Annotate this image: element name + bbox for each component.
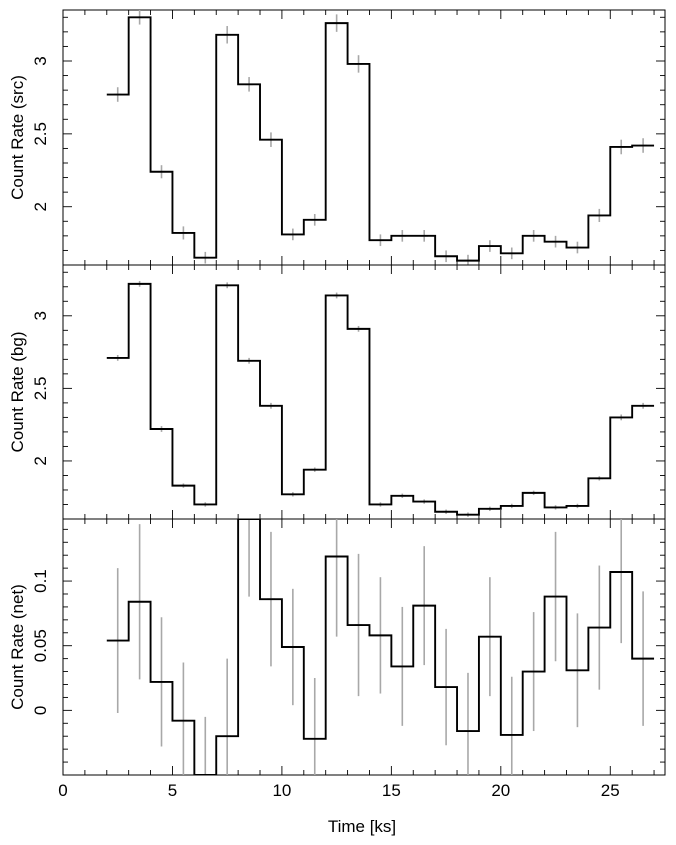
x-tick-label: 5 xyxy=(168,781,177,800)
y-tick-label: 0.1 xyxy=(31,569,50,593)
panel-frame-net xyxy=(62,518,666,776)
y-axis-label-src: Count Rate (src) xyxy=(8,75,27,200)
x-tick-label: 0 xyxy=(58,781,67,800)
y-tick-label: 0.05 xyxy=(31,629,50,662)
y-tick-label: 2 xyxy=(31,456,50,465)
y-tick-label: 2.5 xyxy=(31,122,50,146)
panel-src: 2 2.5 3 Count Rate (src) xyxy=(8,9,666,266)
y-tick-label: 2 xyxy=(31,202,50,211)
step-line-net xyxy=(106,519,655,775)
x-tick-label: 15 xyxy=(382,781,401,800)
y-axis-label-net: Count Rate (net) xyxy=(8,584,27,710)
y-tick-label: 2.5 xyxy=(31,377,50,401)
y-tick-label: 3 xyxy=(31,56,50,65)
y-tick-label: 0 xyxy=(31,706,50,715)
x-tick-label: 25 xyxy=(601,781,620,800)
series-bg xyxy=(106,280,655,517)
series-net xyxy=(106,519,655,775)
y-tick-label: 3 xyxy=(31,311,50,320)
x-tick-label: 10 xyxy=(272,781,291,800)
y-axis-label-bg: Count Rate (bg) xyxy=(8,332,27,453)
series-src xyxy=(106,10,655,265)
step-line-bg xyxy=(106,282,655,516)
x-tick-label: 20 xyxy=(491,781,510,800)
step-line-src xyxy=(106,16,655,262)
x-axis-label: Time [ks] xyxy=(328,817,396,836)
panels: 2 2.5 3 Count Rate (src) 2 2.5 3 Count Rate (bg… xyxy=(8,9,666,800)
